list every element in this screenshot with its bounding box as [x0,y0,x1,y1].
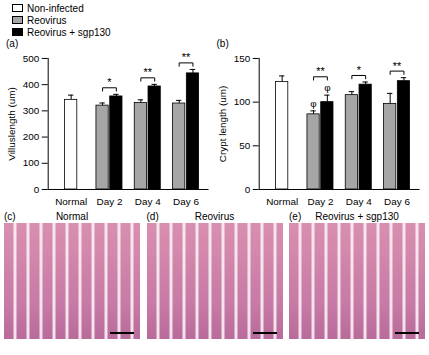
svg-text:Normal: Normal [266,196,298,207]
svg-text:**: ** [316,65,325,77]
svg-text:100: 100 [23,157,40,168]
svg-text:0: 0 [244,184,250,195]
html-text:(a): (a) [6,38,19,49]
svg-text:**: ** [182,51,191,63]
svg-text:Crypt length (um): Crypt length (um) [216,86,227,163]
html-text:(b): (b) [216,38,229,49]
svg-text:Day 2: Day 2 [97,196,123,207]
html-text:Reovirus + sgp130: Reovirus + sgp130 [27,26,111,38]
html-text:Non-infected: Non-infected [27,2,84,14]
html-text:Normal: Normal [55,210,89,222]
svg-text:100: 100 [233,96,250,107]
svg-text:Day 4: Day 4 [345,196,371,207]
svg-text:Day 6: Day 6 [384,196,410,207]
svg-text:Day 6: Day 6 [173,196,199,207]
svg-text:400: 400 [23,79,40,90]
html-text:(d): (d) [146,210,159,222]
svg-text:Day 4: Day 4 [135,196,161,207]
svg-text:*: * [107,76,112,88]
html-text:Reovirus + sgp130: Reovirus + sgp130 [315,210,399,222]
svg-text:Normal: Normal [55,196,87,207]
svg-text:300: 300 [23,105,40,116]
svg-text:φ: φ [310,98,316,109]
svg-text:150: 150 [233,53,250,64]
svg-text:**: ** [144,66,153,78]
html-text:Reovirus: Reovirus [27,14,67,26]
svg-text:**: ** [392,60,401,72]
html-text:(e): (e) [289,210,302,222]
svg-text:*: * [356,64,361,76]
svg-text:50: 50 [239,140,251,151]
html-text:Reovirus: Reovirus [194,210,235,222]
svg-text:500: 500 [23,53,40,64]
svg-text:200: 200 [23,131,40,142]
svg-text:Villuslength (um): Villuslength (um) [6,87,17,161]
svg-text:Day 2: Day 2 [307,196,333,207]
html-text:(c): (c) [4,210,16,222]
svg-text:φ: φ [324,82,330,93]
svg-text:0: 0 [34,184,40,195]
